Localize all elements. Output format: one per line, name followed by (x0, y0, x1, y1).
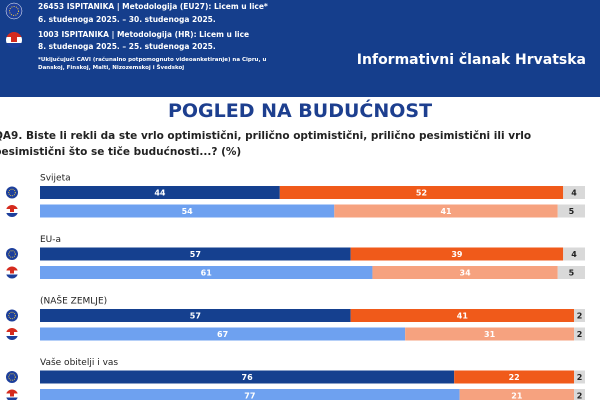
hr-flag (6, 205, 18, 217)
brand: Informativni članak Hrvatska (356, 52, 586, 68)
value-label: 61 (201, 269, 213, 278)
eu-stars (8, 373, 16, 381)
value-label: 22 (509, 373, 520, 382)
value-label: 2 (577, 330, 583, 339)
hr-sample: 1003 ISPITANIKA | Metodologija (HR): Lic… (38, 30, 250, 39)
hr-blue (6, 336, 18, 340)
eu-stars (8, 250, 16, 258)
eu-stars (8, 311, 16, 320)
chart-title: POGLED NA BUDUĆNOST (167, 100, 433, 122)
value-label: 2 (577, 312, 583, 321)
hr-shield (10, 208, 14, 212)
hr-red (6, 389, 18, 394)
value-label: 4 (571, 250, 577, 259)
bar-segment (279, 186, 564, 199)
hr-red (6, 328, 18, 332)
eu-flag (6, 248, 18, 260)
bar-segment (40, 389, 460, 400)
bar-segment (40, 204, 335, 218)
value-label: 77 (244, 392, 255, 400)
group-label: Vaše obitelji i vas (40, 357, 118, 368)
bar-segment (40, 247, 351, 261)
flags (5, 2, 23, 48)
hr-blue (6, 274, 18, 279)
hr-red (6, 266, 18, 271)
bar-segment (459, 389, 575, 400)
bar-segment (40, 309, 351, 322)
value-label: 4 (571, 189, 577, 198)
hr-red (6, 205, 18, 209)
bar-segment (40, 370, 455, 384)
value-label: 67 (217, 330, 228, 339)
value-label: 5 (569, 269, 575, 278)
value-label: 76 (242, 373, 254, 382)
bar-segment (40, 266, 373, 279)
value-label: 54 (182, 207, 194, 216)
group-label: EU-a (40, 235, 61, 245)
eu-dates: 6. studenoga 2025. – 30. studenoga 2025. (38, 15, 216, 24)
hr-shield (10, 392, 14, 397)
bar-segment (40, 327, 406, 341)
footnote: *Uključujući CAVI (računalno potpomognut… (38, 57, 267, 71)
bar-segment (405, 327, 575, 341)
group-label: (NAŠE ZEMLJE) (40, 295, 107, 307)
group-label: Svijeta (40, 174, 71, 184)
bar-segment (574, 389, 585, 400)
header: 26453 ISPITANIKA | Metodologija (EU27): … (0, 0, 600, 97)
eu-flag (6, 309, 18, 322)
question: QA9. Biste li rekli da ste vrlo optimist… (0, 130, 532, 158)
value-label: 21 (511, 392, 523, 400)
eu-flag (6, 186, 18, 199)
value-label: 52 (416, 189, 427, 198)
bar-segment (574, 327, 585, 341)
value-label: 5 (569, 207, 575, 216)
bar-segment (563, 186, 585, 199)
bar-segment (372, 266, 558, 279)
value-label: 39 (451, 250, 463, 259)
eu-stars (8, 188, 16, 197)
hr-blue (6, 213, 18, 217)
hr-flag (6, 328, 18, 340)
bar-segment (40, 186, 280, 199)
hr-flag (6, 266, 18, 279)
value-label: 41 (457, 312, 469, 321)
eu-sample: 26453 ISPITANIKA | Metodologija (EU27): … (38, 2, 268, 11)
value-label: 57 (190, 312, 201, 321)
hr-flag (6, 389, 18, 400)
hr-shield (10, 269, 14, 274)
bar-segment (557, 266, 585, 279)
hr-shield (10, 331, 14, 335)
value-label: 57 (190, 250, 201, 259)
bar-segment (454, 370, 575, 384)
bar-segment (557, 204, 585, 218)
hr-dates: 8. studenoga 2025. – 25. studenoga 2025. (38, 42, 216, 51)
value-label: 2 (577, 373, 583, 382)
hr-blue (6, 397, 18, 400)
value-label: 2 (577, 392, 583, 400)
bar-segment (350, 247, 564, 261)
value-label: 31 (484, 330, 496, 339)
value-label: 44 (154, 189, 166, 198)
bar-segment (334, 204, 558, 218)
bar-segment (574, 309, 585, 322)
bar-segment (563, 247, 585, 261)
bar-segment (574, 370, 585, 384)
eu-flag (6, 371, 18, 383)
value-label: 41 (440, 207, 452, 216)
bar-segment (350, 309, 575, 322)
value-label: 34 (460, 269, 472, 278)
